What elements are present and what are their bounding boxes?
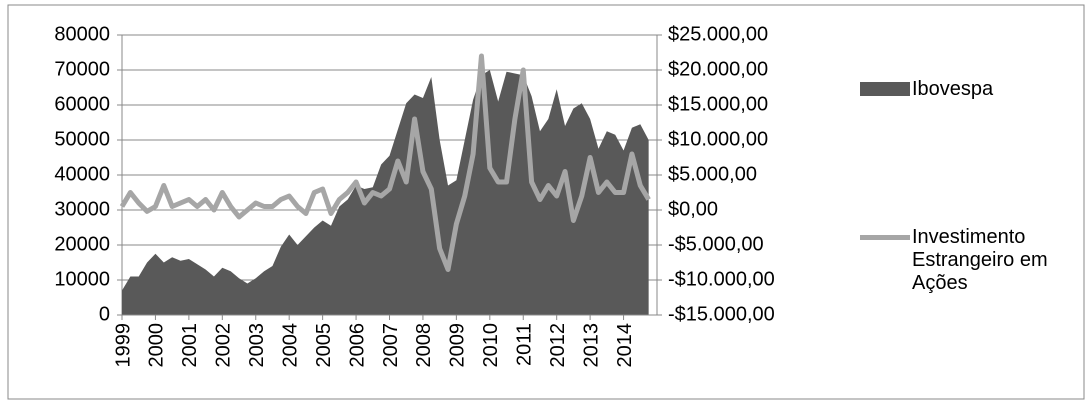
- x-tick-label: 2006: [346, 323, 368, 368]
- y2-tick-label: -$10.000,00: [668, 268, 775, 290]
- y-tick-label: 10000: [54, 268, 110, 290]
- x-tick-label: 2002: [213, 323, 235, 368]
- x-tick-label: 2013: [580, 323, 602, 368]
- y-tick-label: 80000: [54, 23, 110, 45]
- legend-swatch: [860, 82, 910, 96]
- legend-label: Ibovespa: [912, 78, 994, 100]
- y2-tick-label: $0,00: [668, 198, 718, 220]
- legend-swatch: [860, 235, 910, 240]
- y2-tick-label: $10.000,00: [668, 128, 768, 150]
- x-tick-label: 2007: [380, 323, 402, 368]
- x-tick-label: 2008: [413, 323, 435, 368]
- y2-tick-label: $20.000,00: [668, 58, 768, 80]
- x-tick-label: 2009: [447, 323, 469, 368]
- x-tick-label: 2004: [279, 323, 301, 368]
- x-tick-label: 2001: [179, 323, 201, 368]
- legend-label: Investimento Estrangeiro em Ações: [912, 226, 1048, 294]
- y-tick-label: 20000: [54, 233, 110, 255]
- y2-tick-label: $25.000,00: [668, 23, 768, 45]
- y2-tick-label: -$5.000,00: [668, 233, 764, 255]
- y2-tick-label: $15.000,00: [668, 93, 768, 115]
- line: [119, 53, 651, 272]
- y-tick-label: 30000: [54, 198, 110, 220]
- x-tick-label: 2010: [480, 323, 502, 368]
- x-tick-label: 2012: [547, 323, 569, 368]
- chart-border: [7, 4, 1085, 400]
- x-tick-label: 1999: [112, 323, 134, 368]
- x-tick-label: 2011: [514, 323, 536, 366]
- x-tick-label: 2003: [246, 323, 268, 368]
- x-tick-label: 2014: [614, 323, 636, 368]
- y-tick-label: 70000: [54, 58, 110, 80]
- y-tick-label: 50000: [54, 128, 110, 150]
- x-tick-label: 2005: [313, 323, 335, 368]
- y2-tick-label: -$15.000,00: [668, 303, 775, 325]
- x-tick-label: 2000: [146, 323, 168, 368]
- y-tick-label: 60000: [54, 93, 110, 115]
- y-tick-label: 0: [99, 303, 110, 325]
- y-tick-label: 40000: [54, 163, 110, 185]
- y2-tick-label: $5.000,00: [668, 163, 757, 185]
